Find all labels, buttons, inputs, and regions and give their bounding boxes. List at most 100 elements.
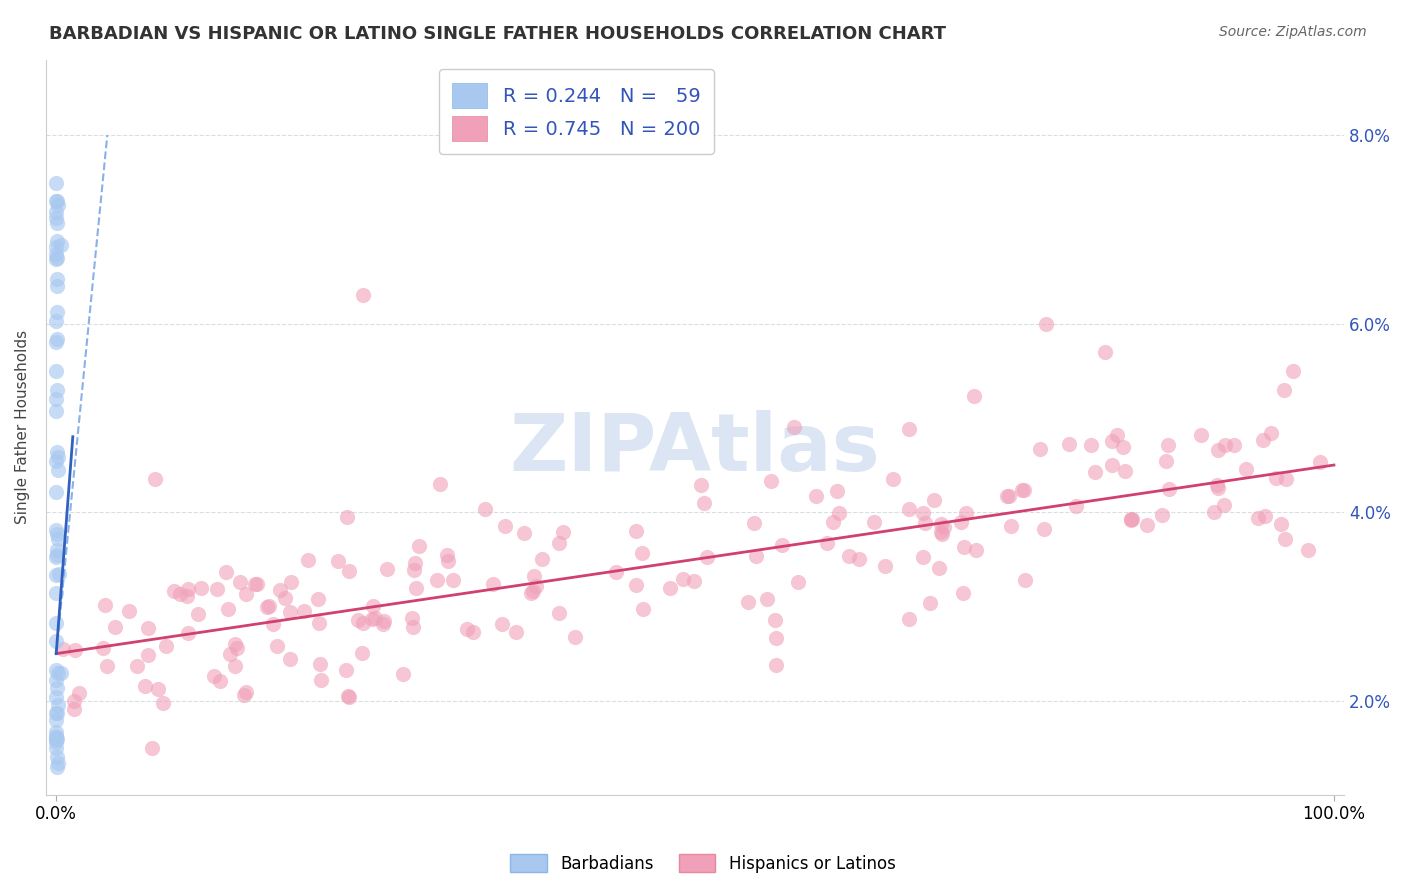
Point [524, 579, 547, 593]
Point [152, 697, 174, 711]
Point [138, 621, 160, 635]
Point [232, 688, 254, 702]
Point [1035, 317, 1057, 331]
Point [429, 477, 451, 491]
Point [219, 647, 242, 661]
Point [307, 591, 329, 606]
Point [1028, 442, 1050, 456]
Point [1206, 443, 1229, 458]
Point [1272, 383, 1295, 397]
Point [1212, 499, 1234, 513]
Point [207, 582, 229, 597]
Point [224, 658, 246, 673]
Point [45, 176, 67, 190]
Point [838, 549, 860, 564]
Legend: R = 0.244   N =   59, R = 0.745   N = 200: R = 0.244 N = 59, R = 0.745 N = 200 [439, 70, 714, 154]
Point [1107, 427, 1129, 442]
Point [45, 211, 67, 226]
Point [45, 392, 67, 406]
Point [46, 215, 69, 229]
Point [1012, 483, 1035, 497]
Point [45, 731, 67, 746]
Point [46, 278, 69, 293]
Point [1136, 518, 1159, 533]
Point [45, 729, 67, 743]
Point [914, 516, 936, 531]
Point [235, 685, 257, 699]
Point [46, 532, 69, 546]
Point [278, 652, 301, 666]
Point [949, 516, 972, 530]
Point [45, 673, 67, 687]
Point [929, 517, 952, 532]
Point [474, 502, 496, 516]
Point [825, 484, 848, 499]
Point [46, 272, 69, 286]
Point [280, 575, 302, 590]
Point [45, 585, 67, 599]
Point [45, 734, 67, 748]
Point [920, 596, 942, 610]
Point [375, 562, 398, 576]
Point [215, 566, 238, 580]
Point [224, 637, 246, 651]
Point [45, 760, 67, 774]
Point [765, 613, 787, 627]
Point [259, 599, 281, 613]
Point [169, 587, 191, 601]
Point [176, 582, 198, 597]
Point [1032, 522, 1054, 536]
Point [1260, 426, 1282, 441]
Point [965, 542, 987, 557]
Point [45, 403, 67, 417]
Point [783, 420, 806, 434]
Text: Source: ZipAtlas.com: Source: ZipAtlas.com [1219, 25, 1367, 39]
Point [1234, 461, 1257, 475]
Point [1150, 508, 1173, 522]
Y-axis label: Single Father Households: Single Father Households [15, 330, 30, 524]
Point [46, 450, 69, 464]
Point [755, 592, 778, 607]
Point [45, 251, 67, 265]
Point [505, 624, 527, 639]
Point [1112, 440, 1135, 454]
Point [1084, 465, 1107, 479]
Point [1114, 464, 1136, 478]
Point [141, 740, 163, 755]
Point [45, 732, 67, 747]
Point [456, 622, 478, 636]
Point [45, 523, 67, 537]
Point [45, 240, 67, 254]
Point [309, 657, 332, 672]
Point [49, 238, 72, 252]
Point [551, 524, 574, 539]
Point [335, 663, 357, 677]
Point [311, 673, 333, 687]
Point [1119, 513, 1142, 527]
Point [45, 384, 67, 398]
Point [929, 524, 952, 539]
Point [155, 639, 177, 653]
Point [821, 515, 844, 529]
Point [125, 658, 148, 673]
Point [804, 489, 827, 503]
Point [45, 453, 67, 467]
Point [931, 527, 953, 541]
Point [243, 576, 266, 591]
Point [426, 574, 449, 588]
Point [118, 604, 141, 618]
Point [45, 252, 67, 266]
Point [308, 615, 330, 630]
Point [436, 549, 458, 563]
Point [229, 574, 252, 589]
Point [402, 563, 425, 577]
Point [1270, 516, 1292, 531]
Point [787, 574, 810, 589]
Point [658, 582, 681, 596]
Point [1247, 511, 1270, 525]
Point [347, 613, 370, 627]
Point [1189, 428, 1212, 442]
Point [336, 510, 359, 524]
Point [631, 602, 654, 616]
Point [94, 598, 117, 612]
